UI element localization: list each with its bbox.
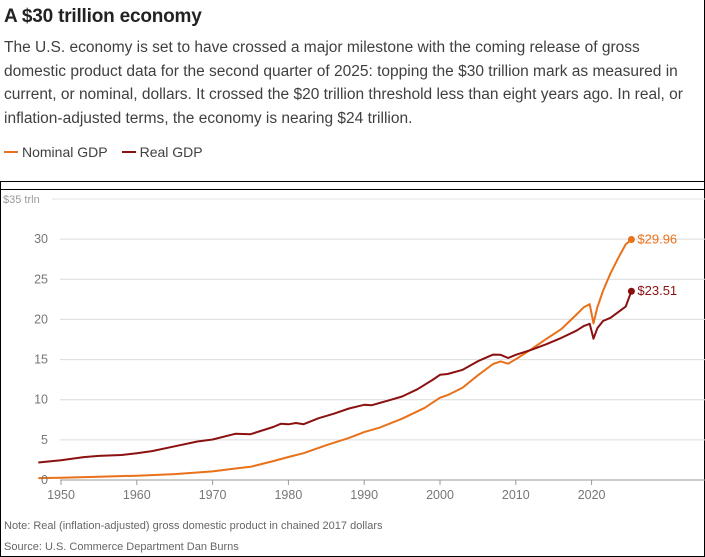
y-unit-label: $35 trln bbox=[3, 194, 40, 206]
x-tick-label-1950: 1950 bbox=[47, 488, 75, 502]
y-tick-label-20: 20 bbox=[34, 312, 48, 326]
end-label-real: $23.51 bbox=[637, 283, 677, 298]
x-tick-label-2010: 2010 bbox=[502, 488, 530, 502]
gdp-line-chart: 0 5 10 15 20 25 30 $35 trln 1950 1960 1970 1980 1990… bbox=[3, 194, 705, 502]
chart-note: Note: Real (inflation-adjusted) gross do… bbox=[4, 520, 383, 532]
x-tick-label-1990: 1990 bbox=[350, 488, 378, 502]
y-tick-label-25: 25 bbox=[34, 272, 48, 286]
legend-item-real: Real GDP bbox=[121, 144, 203, 160]
y-tick-label-5: 5 bbox=[41, 433, 48, 447]
legend-swatch-real bbox=[121, 150, 136, 154]
y-tick-label-10: 10 bbox=[34, 393, 48, 407]
x-tick-label-2000: 2000 bbox=[426, 488, 454, 502]
chart-title: A $30 trillion economy bbox=[4, 6, 202, 27]
end-label-nominal: $29.96 bbox=[637, 231, 677, 246]
y-tick-label-0: 0 bbox=[41, 473, 48, 487]
series-line-nominal bbox=[38, 238, 633, 480]
y-tick-label-15: 15 bbox=[34, 353, 48, 367]
legend-label-real: Real GDP bbox=[139, 144, 203, 160]
chart-source: Source: U.S. Commerce Department Dan Bur… bbox=[4, 541, 239, 553]
legend-swatch-nominal bbox=[4, 150, 18, 154]
label-layer: 0 5 10 15 20 25 30 $35 trln 1950 1960 1970 1980 1990… bbox=[3, 194, 677, 502]
x-tick-label-1970: 1970 bbox=[199, 488, 227, 502]
legend-item-nominal: Nominal GDP bbox=[4, 144, 108, 160]
y-tick-label-30: 30 bbox=[34, 232, 48, 246]
x-tick-label-1980: 1980 bbox=[274, 488, 302, 502]
series-endpoint-real bbox=[627, 287, 635, 295]
chart-subtitle: The U.S. economy is set to have crossed … bbox=[4, 39, 683, 127]
chart-legend: Nominal GDP Real GDP bbox=[4, 144, 203, 160]
series-endpoint-nominal bbox=[627, 235, 635, 243]
x-tick-label-2020: 2020 bbox=[578, 488, 606, 502]
x-tick-label-1960: 1960 bbox=[123, 488, 151, 502]
series-layer bbox=[38, 235, 635, 480]
series-line-real bbox=[38, 290, 633, 464]
legend-label-nominal: Nominal GDP bbox=[22, 144, 108, 160]
grid-layer bbox=[52, 198, 705, 485]
